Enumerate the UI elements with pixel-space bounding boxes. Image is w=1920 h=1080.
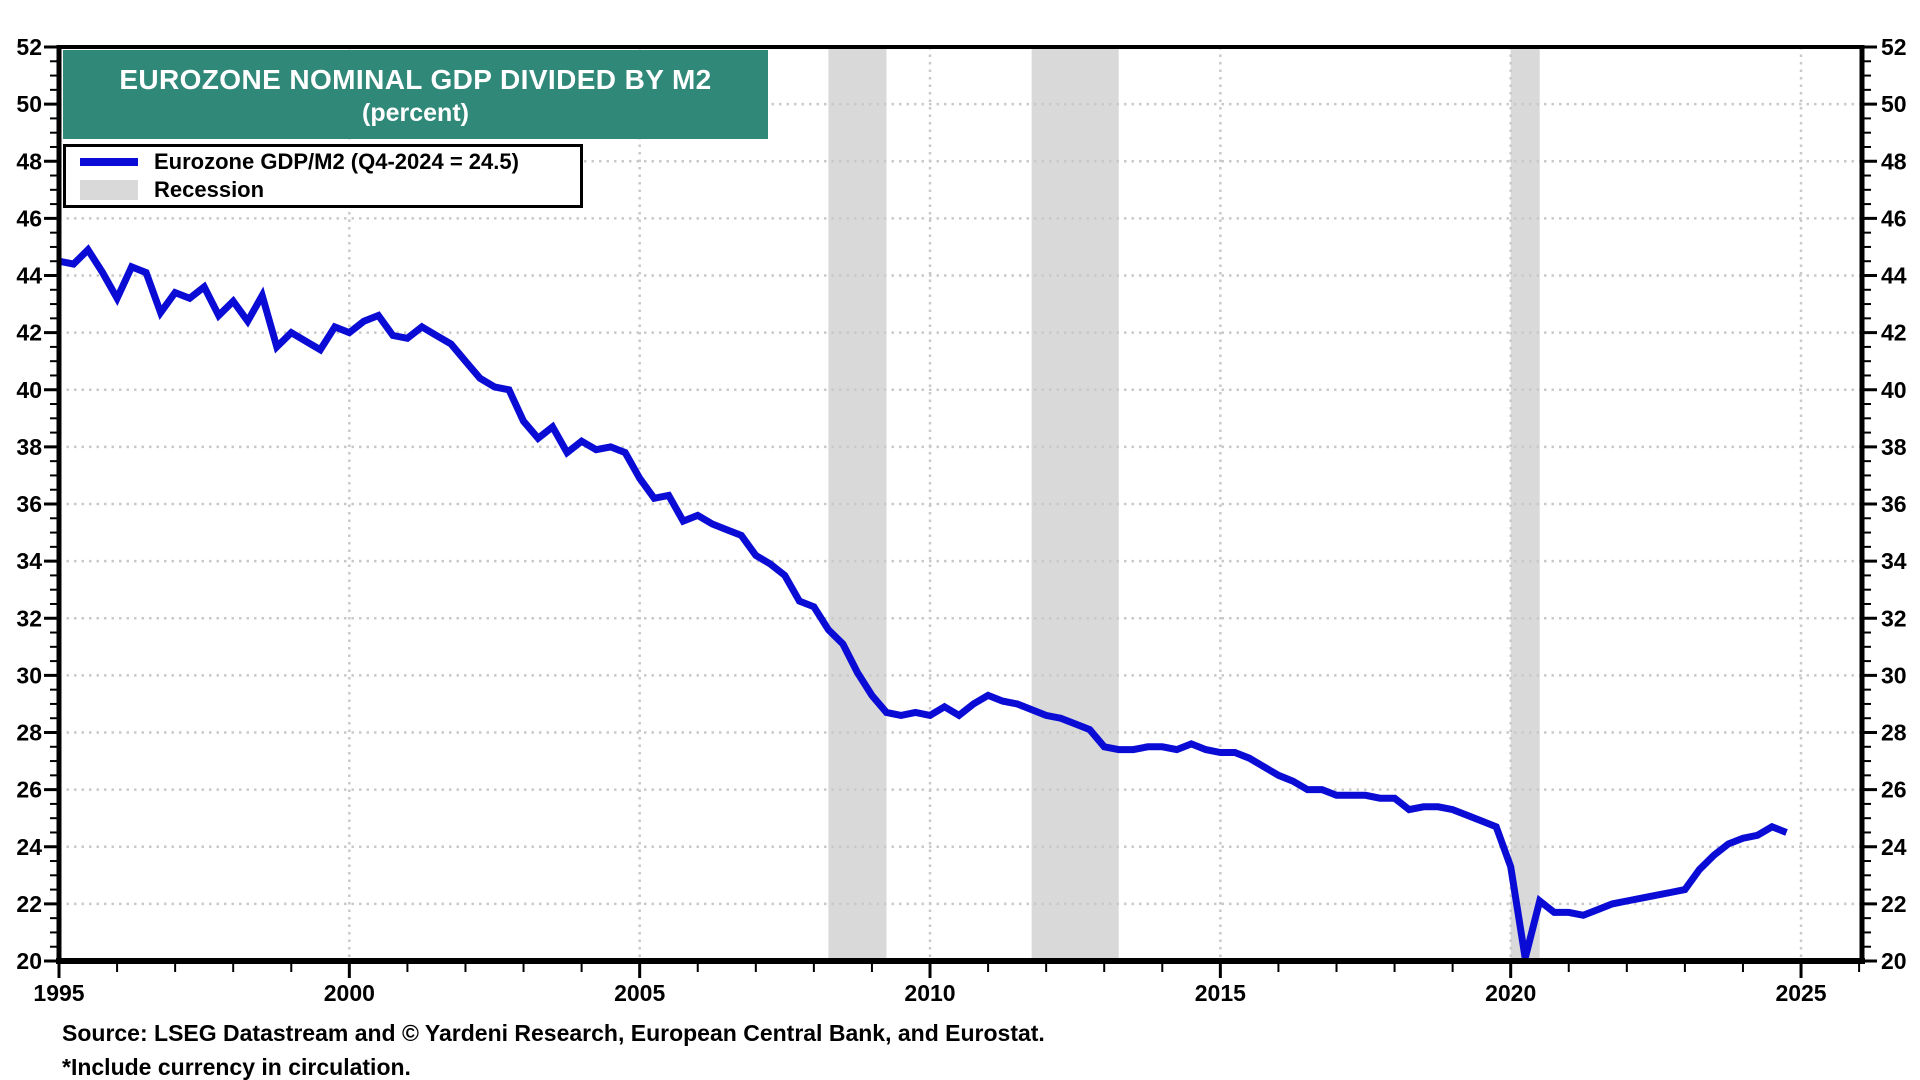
y-axis-label-left: 24 (16, 834, 42, 860)
gdp-m2-line (58, 244, 1788, 959)
recession-legend-label: Recession (154, 177, 265, 202)
y-axis-label-left: 38 (16, 434, 42, 460)
y-axis-label-left: 42 (16, 320, 42, 346)
y-axis-label-left: 26 (16, 777, 42, 803)
y-axis-label-right: 44 (1881, 263, 1907, 289)
y-axis-label-left: 48 (16, 148, 42, 174)
x-axis-label: 2020 (1485, 980, 1536, 1006)
y-axis-label-right: 46 (1881, 205, 1907, 231)
chart-title: EUROZONE NOMINAL GDP DIVIDED BY M2 (119, 63, 712, 95)
y-axis-label-left: 36 (16, 491, 42, 517)
y-axis-label-left: 34 (16, 548, 42, 574)
recession-swatch (80, 180, 138, 200)
chart-subtitle: (percent) (362, 99, 469, 128)
chart-title-box: EUROZONE NOMINAL GDP DIVIDED BY M2 (perc… (63, 50, 768, 139)
y-axis-label-left: 30 (16, 662, 42, 688)
y-axis-label-left: 28 (16, 720, 42, 746)
x-axis-label: 2005 (614, 980, 665, 1006)
y-axis-label-left: 44 (16, 263, 42, 289)
source-text: Source: LSEG Datastream and © Yardeni Re… (62, 1020, 1045, 1046)
y-axis-label-right: 48 (1881, 148, 1907, 174)
x-axis-label: 2000 (324, 980, 375, 1006)
y-axis-label-right: 32 (1881, 605, 1907, 631)
y-axis-label-left: 46 (16, 205, 42, 231)
y-axis-label-right: 38 (1881, 434, 1907, 460)
y-axis-label-right: 50 (1881, 91, 1907, 117)
legend-box: Eurozone GDP/M2 (Q4-2024 = 24.5) Recessi… (63, 144, 583, 208)
y-axis-label-right: 20 (1881, 948, 1907, 974)
y-axis-label-left: 32 (16, 605, 42, 631)
legend-row-series: Eurozone GDP/M2 (Q4-2024 = 24.5) (66, 149, 580, 175)
y-axis-label-right: 24 (1881, 834, 1907, 860)
footnote-text: *Include currency in circulation. (62, 1054, 411, 1080)
y-axis-label-left: 22 (16, 891, 42, 917)
recession-band (1031, 47, 1119, 961)
axes-frame (56, 45, 1865, 964)
y-axis-label-right: 30 (1881, 662, 1907, 688)
legend-row-recession: Recession (66, 177, 580, 203)
x-axis-label: 1995 (33, 980, 84, 1006)
gdp-m2-polyline (58, 244, 1788, 959)
y-axis-label-right: 28 (1881, 720, 1907, 746)
y-axis-label-right: 40 (1881, 377, 1907, 403)
y-axis-label-left: 50 (16, 91, 42, 117)
y-axis-label-left: 40 (16, 377, 42, 403)
series-line-swatch (80, 158, 138, 166)
gridlines (59, 47, 1862, 961)
y-axis-label-right: 52 (1881, 34, 1907, 60)
series-legend-label: Eurozone GDP/M2 (Q4-2024 = 24.5) (154, 149, 519, 174)
x-axis-label: 2010 (904, 980, 955, 1006)
y-axis-label-right: 22 (1881, 891, 1907, 917)
y-axis-label-right: 42 (1881, 320, 1907, 346)
axis-ticks (44, 45, 1877, 978)
y-axis-label-right: 26 (1881, 777, 1907, 803)
y-axis-label-right: 34 (1881, 548, 1907, 574)
y-axis-label-right: 36 (1881, 491, 1907, 517)
x-axis-label: 2025 (1775, 980, 1826, 1006)
y-axis-label-left: 52 (16, 34, 42, 60)
y-axis-label-left: 20 (16, 948, 42, 974)
x-axis-label: 2015 (1195, 980, 1246, 1006)
